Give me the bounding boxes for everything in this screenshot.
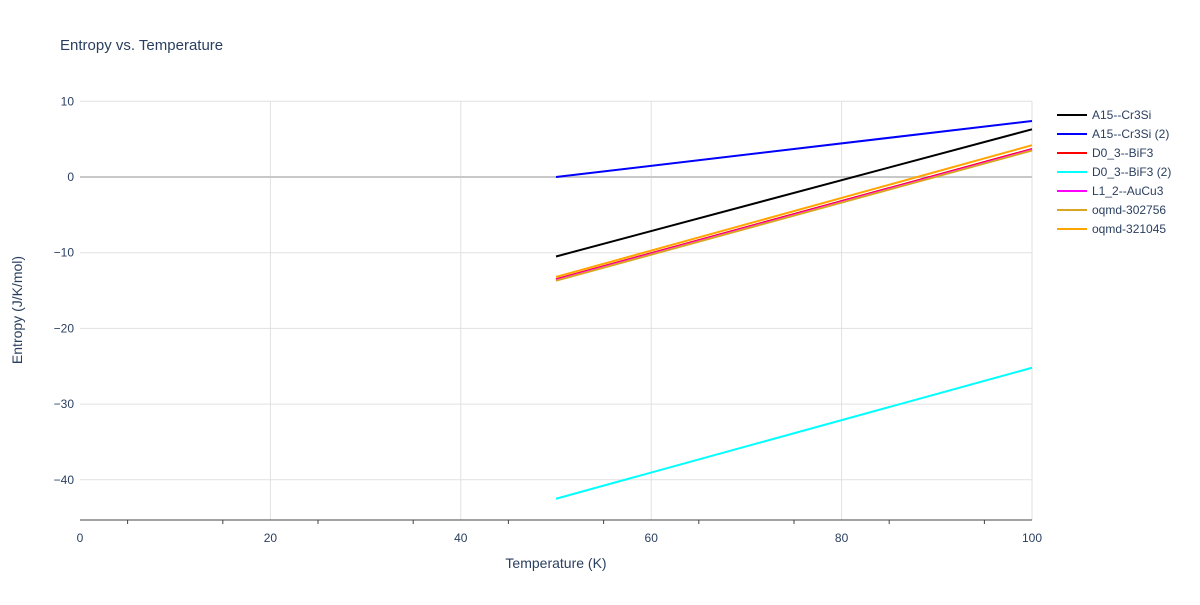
legend-label: A15--Cr3Si <box>1092 108 1151 122</box>
y-tick-label: −20 <box>54 321 75 335</box>
y-tick-label: −10 <box>54 246 75 260</box>
x-tick-label: 0 <box>77 531 84 545</box>
legend-label: D0_3--BiF3 <box>1092 146 1154 160</box>
y-tick-label: 10 <box>61 94 75 108</box>
legend-label: L1_2--AuCu3 <box>1092 184 1164 198</box>
x-tick-label: 20 <box>264 531 278 545</box>
legend-label: oqmd-321045 <box>1092 222 1166 236</box>
legend-label: D0_3--BiF3 (2) <box>1092 165 1171 179</box>
chart-title: Entropy vs. Temperature <box>60 37 223 54</box>
y-tick-label: −30 <box>54 397 75 411</box>
x-tick-label: 60 <box>645 531 659 545</box>
series-line <box>555 149 1033 282</box>
y-axis-label: Entropy (J/K/mol) <box>9 256 25 364</box>
x-axis-label: Temperature (K) <box>505 555 606 571</box>
y-tick-label: 0 <box>67 170 74 184</box>
series-line <box>555 144 1033 278</box>
series-line <box>555 119 1033 178</box>
x-tick-label: 100 <box>1022 531 1042 545</box>
x-tick-label: 40 <box>454 531 468 545</box>
series-line <box>555 128 1033 258</box>
series-line <box>555 366 1033 500</box>
legend-label: oqmd-302756 <box>1092 203 1166 217</box>
legend-label: A15--Cr3Si (2) <box>1092 127 1169 141</box>
x-tick-label: 80 <box>835 531 849 545</box>
y-tick-label: −40 <box>54 473 75 487</box>
